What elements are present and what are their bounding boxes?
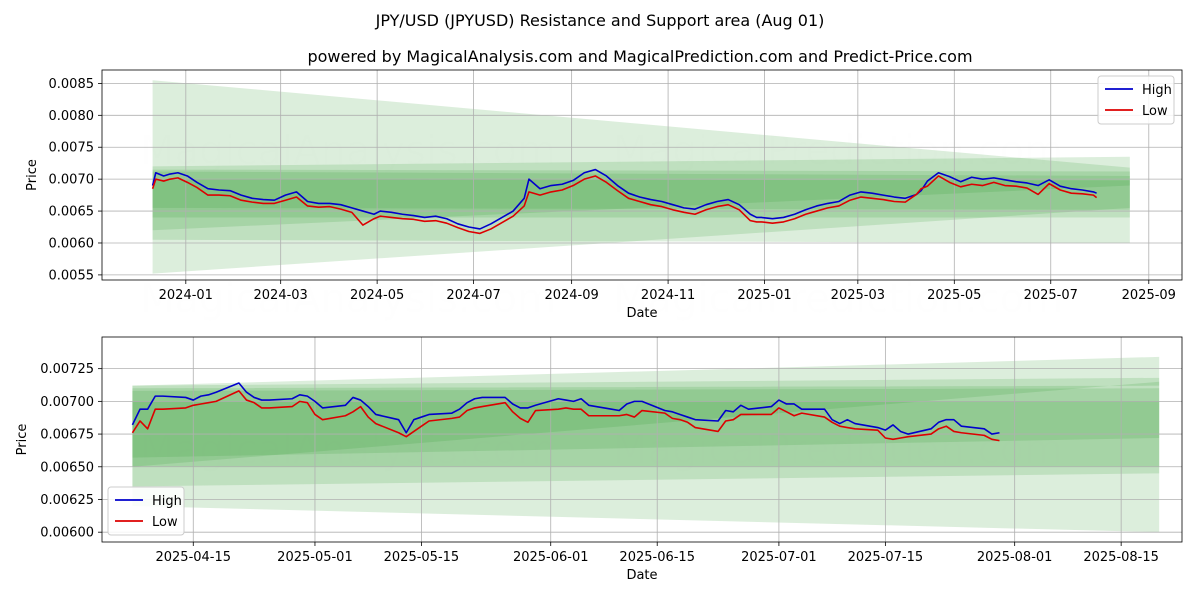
x-tick-label: 2025-05-15 (384, 550, 460, 565)
series-line-low (151, 175, 1098, 235)
axes: 2025-04-15 2025-05-01 2025-05-15 2025-06-01… (15, 362, 1159, 583)
y-tick-label: 0.0075 (49, 141, 95, 156)
band-area (132, 388, 1160, 467)
top-price-panel: 2024-01 2024-03 2024-05 2024-07 2024-09 2024-… (25, 69, 1183, 321)
legend-box (1097, 75, 1175, 125)
y-axis-label: Price (15, 424, 30, 456)
x-tick-label: 2025-01 (737, 288, 791, 303)
legend: High Low (1097, 75, 1175, 125)
x-tick-label: 2025-07-15 (848, 550, 924, 565)
band-area (152, 156, 1130, 243)
x-tick-label: 2025-04-15 (155, 550, 231, 565)
legend-box (107, 486, 185, 536)
legend: High Low (107, 486, 185, 536)
x-tick-label: 2024-09 (544, 288, 598, 303)
bottom-price-panel: 2025-04-15 2025-05-01 2025-05-15 2025-06-01… (15, 336, 1183, 583)
y-tick-label: 0.00700 (40, 395, 94, 410)
legend-label-low: Low (152, 515, 178, 530)
x-tick-label: 2025-05 (927, 288, 981, 303)
support-resistance-bands (132, 356, 1160, 533)
support-resistance-bands (152, 80, 1130, 274)
x-tick-label: 2025-06-15 (619, 550, 695, 565)
series-line-high (151, 168, 1097, 230)
band-area (152, 80, 1130, 274)
legend-label-high: High (1142, 83, 1172, 98)
x-tick-label: 2025-03 (831, 288, 885, 303)
x-axis-label: Date (626, 306, 657, 321)
x-tick-label: 2025-08-15 (1083, 550, 1159, 565)
y-tick-label: 0.00675 (40, 428, 94, 443)
axes: 2024-01 2024-03 2024-05 2024-07 2024-09 2024-… (25, 77, 1176, 321)
band-area (152, 171, 1130, 218)
band-area (132, 381, 1160, 467)
x-tick-label: 2025-07-01 (741, 550, 817, 565)
band-area (152, 179, 1130, 210)
y-axis-label: Price (25, 159, 40, 191)
y-tick-label: 0.0055 (49, 268, 95, 283)
legend-label-low: Low (1142, 104, 1168, 119)
y-tick-label: 0.0060 (49, 236, 95, 251)
chart-title: JPY/USD (JPYUSD) Resistance and Support … (375, 11, 825, 30)
x-tick-label: 2025-07 (1024, 288, 1078, 303)
series-line-high (131, 382, 1000, 435)
price-series (131, 382, 1000, 442)
chart-subtitle: powered by MagicalAnalysis.com and Magic… (307, 47, 972, 66)
band-area (152, 169, 1130, 231)
plot-frame (101, 336, 1183, 543)
band-area (132, 401, 1160, 458)
x-tick-label: 2024-03 (254, 288, 308, 303)
y-tick-label: 0.00650 (40, 460, 94, 475)
x-tick-label: 2024-05 (350, 288, 404, 303)
x-tick-label: 2025-06-01 (513, 550, 589, 565)
y-tick-label: 0.0080 (49, 109, 95, 124)
y-tick-label: 0.0085 (49, 77, 95, 92)
grid-lines (102, 70, 1182, 280)
band-area (132, 356, 1160, 533)
series-line-low (131, 390, 1000, 442)
y-tick-label: 0.0070 (49, 173, 95, 188)
y-tick-label: 0.00600 (40, 526, 94, 541)
band-area (132, 377, 1160, 487)
x-tick-label: 2025-09 (1122, 288, 1176, 303)
x-axis-label: Date (626, 568, 657, 583)
plot-frame (101, 69, 1183, 281)
price-series (151, 168, 1098, 235)
x-tick-label: 2024-07 (446, 288, 500, 303)
y-tick-label: 0.00625 (40, 493, 94, 508)
y-tick-label: 0.00725 (40, 362, 94, 377)
x-tick-label: 2024-01 (159, 288, 213, 303)
x-tick-label: 2025-08-01 (977, 550, 1053, 565)
y-tick-label: 0.0065 (49, 205, 95, 220)
x-tick-label: 2025-05-01 (277, 550, 353, 565)
legend-label-high: High (152, 494, 182, 509)
x-tick-label: 2024-11 (641, 288, 695, 303)
